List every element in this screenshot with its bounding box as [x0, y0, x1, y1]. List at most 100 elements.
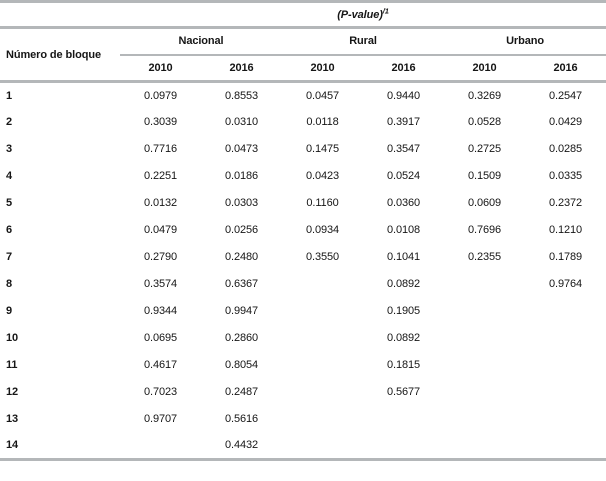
group-header-urbano: Urbano: [444, 27, 606, 56]
block-number-cell: 14: [0, 432, 120, 461]
p-value-cell: 0.0429: [549, 116, 583, 128]
p-value-cell: 0.9440: [386, 89, 421, 102]
p-value-cell: 0.0457: [305, 89, 340, 102]
table-row: 5 0.0132 0.0303 0.1160 0.0360 0.0609 0.2…: [0, 190, 606, 217]
p-value-cell: 0.2251: [143, 170, 178, 182]
p-value-cell: 0.2372: [549, 197, 583, 209]
p-value-cell: [120, 432, 201, 461]
p-value-cell: [525, 352, 606, 379]
p-value-cell: 0.3574: [143, 278, 178, 290]
p-value-cell: 0.2860: [224, 332, 259, 344]
block-number-cell: 6: [6, 224, 13, 236]
table-row: 8 0.3574 0.6367 0.0892 0.9764: [0, 271, 606, 298]
p-value-cell: 0.7716: [143, 143, 178, 155]
p-value-cell: 0.7023: [143, 386, 178, 398]
p-value-cell: 0.3039: [143, 116, 178, 128]
table-title: (P-value)/1: [120, 1, 606, 29]
p-value-cell: 0.0303: [224, 197, 259, 209]
block-number-cell: 3: [6, 143, 13, 155]
year-header-rural-2016: 2016: [363, 54, 444, 83]
p-value-cell: 0.9344: [143, 305, 178, 317]
p-value-cell: [444, 298, 525, 325]
p-value-cell: [444, 379, 525, 406]
p-value-cell: 0.1475: [305, 143, 340, 155]
p-value-cell: 0.3550: [305, 251, 340, 263]
p-value-cell: [282, 325, 363, 352]
p-value-cell: [444, 432, 525, 461]
year-header-row: 2010 2016 2010 2016 2010 2016: [0, 54, 606, 83]
block-number-cell: 8: [6, 278, 13, 290]
p-value-cell: [525, 432, 606, 461]
p-value-cell: 0.1815: [386, 359, 421, 371]
p-value-cell: 0.0528: [467, 116, 502, 128]
p-value-cell: [525, 298, 606, 325]
p-value-cell: 0.1789: [549, 251, 583, 263]
footnote-marker: /1: [382, 5, 389, 15]
p-value-cell: 0.1509: [467, 170, 502, 182]
block-number-cell: 1: [6, 89, 13, 102]
table-row: 2 0.3039 0.0310 0.0118 0.3917 0.0528 0.0…: [0, 109, 606, 136]
p-value-cell: 0.2355: [467, 251, 502, 263]
table-row: 13 0.9707 0.5616: [0, 406, 606, 433]
p-value-cell: [525, 325, 606, 352]
p-value-cell: 0.2790: [143, 251, 178, 263]
table-row: 14 0.4432: [0, 432, 606, 461]
p-value-cell: 0.0360: [386, 197, 421, 209]
year-header-rural-2010: 2010: [282, 54, 363, 83]
block-number-cell: 2: [6, 116, 13, 128]
p-value-cell: [282, 298, 363, 325]
group-header-nacional: Nacional: [120, 27, 282, 56]
p-value-cell: [282, 352, 363, 379]
p-value-cell: [363, 432, 444, 461]
p-value-cell: [444, 352, 525, 379]
p-value-cell: [444, 271, 525, 298]
p-value-cell: 0.6367: [224, 278, 259, 290]
p-value-cell: 0.0934: [305, 224, 340, 236]
corner-cell: [0, 1, 120, 29]
p-value-cell: 0.7696: [467, 224, 502, 236]
p-value-cell: 0.0524: [386, 170, 421, 182]
p-value-cell: 0.0335: [549, 170, 583, 182]
p-value-cell: [363, 406, 444, 433]
p-value-cell: 0.0423: [305, 170, 340, 182]
p-value-cell: 0.0473: [224, 143, 259, 155]
p-value-cell: 0.2725: [467, 143, 502, 155]
p-value-cell: 0.8553: [224, 89, 259, 102]
p-value-cell: 0.3269: [467, 89, 502, 102]
block-number-cell: 9: [6, 305, 13, 317]
p-value-cell: 0.0695: [143, 332, 178, 344]
table-title-text: (P-value): [337, 8, 383, 21]
p-value-cell: 0.0979: [143, 89, 178, 102]
table-row: 1 0.0979 0.8553 0.0457 0.9440 0.3269 0.2…: [0, 82, 606, 109]
table-row: 11 0.4617 0.8054 0.1815: [0, 352, 606, 379]
table-row: 4 0.2251 0.0186 0.0423 0.0524 0.1509 0.0…: [0, 163, 606, 190]
block-number-cell: 13: [6, 413, 19, 425]
p-value-cell: 0.1160: [306, 197, 339, 209]
p-value-cell: 0.3917: [386, 116, 421, 128]
p-value-cell: [525, 406, 606, 433]
p-value-cell: 0.0892: [386, 278, 421, 290]
p-value-cell: 0.4617: [143, 359, 178, 371]
p-value-cell: [282, 406, 363, 433]
p-value-cell: [525, 379, 606, 406]
block-number-cell: 4: [6, 170, 13, 182]
p-value-table: (P-value)/1 Número de bloque Nacional Ru…: [0, 0, 606, 461]
p-value-cell: 0.9764: [549, 278, 583, 290]
p-value-cell: [444, 325, 525, 352]
p-value-cell: [282, 432, 363, 461]
year-header-nacional-2016: 2016: [201, 54, 282, 83]
p-value-cell: 0.2487: [224, 386, 259, 398]
p-value-cell: 0.0310: [224, 116, 259, 128]
p-value-cell: 0.1041: [386, 251, 421, 263]
block-number-cell: 7: [6, 251, 13, 263]
table-row: 7 0.2790 0.2480 0.3550 0.1041 0.2355 0.1…: [0, 244, 606, 271]
block-number-cell: 12: [6, 386, 19, 398]
table-row: 6 0.0479 0.0256 0.0934 0.0108 0.7696 0.1…: [0, 217, 606, 244]
p-value-cell: 0.5677: [386, 386, 421, 398]
p-value-cell: 0.0256: [224, 224, 259, 236]
p-value-cell: 0.0285: [549, 143, 583, 155]
p-value-cell: 0.4432: [201, 432, 282, 461]
p-value-cell: 0.0479: [143, 224, 178, 236]
block-number-cell: 10: [6, 332, 19, 344]
table-row: 12 0.7023 0.2487 0.5677: [0, 379, 606, 406]
